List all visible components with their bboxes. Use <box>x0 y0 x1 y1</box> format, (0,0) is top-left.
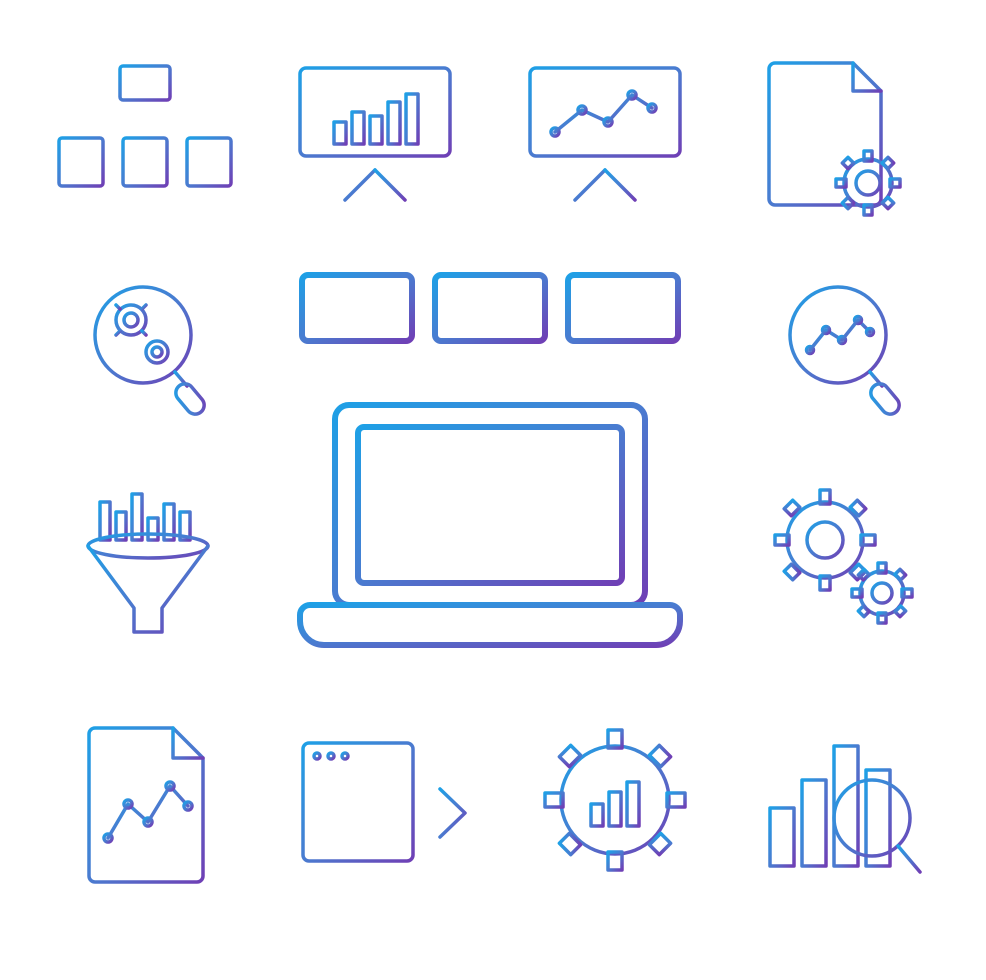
laptop-sitemap-icon <box>280 265 700 655</box>
icon-set-canvas <box>0 0 986 980</box>
document-gear-icon <box>760 55 910 220</box>
magnify-gears-icon <box>85 280 215 420</box>
gear-bars-icon <box>535 720 695 880</box>
presentation-bars-icon <box>290 60 460 205</box>
gears-icon <box>770 485 920 635</box>
presentation-line-icon <box>520 60 690 205</box>
funnel-bars-icon <box>80 490 220 640</box>
bars-magnify-icon <box>760 720 930 885</box>
sitemap-icon <box>55 60 235 200</box>
browser-arrow-icon <box>295 735 470 875</box>
document-line-icon <box>80 720 220 890</box>
magnify-line-icon <box>780 280 910 420</box>
